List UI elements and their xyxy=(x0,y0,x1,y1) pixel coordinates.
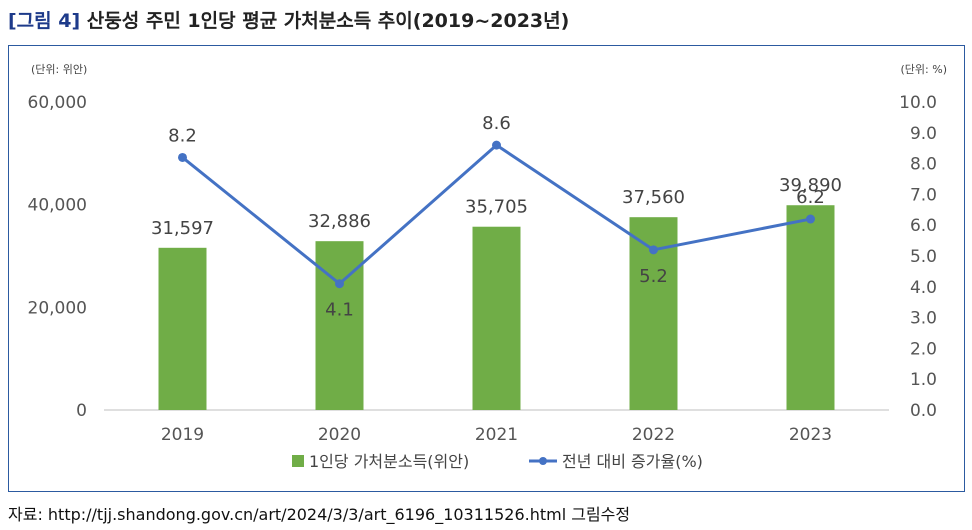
right-tick-label: 7.0 xyxy=(910,185,937,205)
bar-data-label: 32,886 xyxy=(308,211,371,232)
bar-data-label: 31,597 xyxy=(151,218,214,239)
right-tick-label: 2.0 xyxy=(910,339,937,359)
right-tick-label: 1.0 xyxy=(910,370,937,390)
left-tick-label: 40,000 xyxy=(28,196,87,216)
x-tick-label: 2019 xyxy=(161,425,204,445)
left-axis-unit: (단위: 위안) xyxy=(31,63,87,76)
income-chart: (단위: 위안) (단위: %) 0 20,000 40,000 60,000 0.0 1… xyxy=(28,63,947,471)
right-tick-label: 6.0 xyxy=(910,216,937,236)
growth-rate-label: 4.1 xyxy=(325,300,354,321)
growth-rate-point xyxy=(492,140,501,150)
figure-title-text: 산둥성 주민 1인당 평균 가처분소득 추이(2019~2023년) xyxy=(86,10,570,32)
growth-rate-label: 8.6 xyxy=(482,113,511,134)
left-tick-label: 0 xyxy=(76,401,87,421)
left-tick-label: 60,000 xyxy=(28,93,87,113)
source-note: 자료: http://tjj.shandong.gov.cn/art/2024/… xyxy=(8,505,631,524)
figure-label: [그림 4] xyxy=(8,10,81,32)
x-tick-label: 2021 xyxy=(475,425,518,445)
right-tick-label: 0.0 xyxy=(910,401,937,421)
bar-income xyxy=(472,226,521,410)
x-tick-label: 2022 xyxy=(632,425,675,445)
bar-data-label: 37,560 xyxy=(622,187,685,208)
bar-data-label: 35,705 xyxy=(465,197,528,218)
legend-label-line: 전년 대비 증가율(%) xyxy=(562,452,703,471)
bar-data-label: 39,890 xyxy=(779,175,842,196)
right-tick-label: 10.0 xyxy=(899,93,937,113)
right-tick-label: 8.0 xyxy=(910,155,937,175)
growth-rate-label: 5.2 xyxy=(639,266,668,287)
bar-income xyxy=(315,241,364,410)
legend-swatch-marker xyxy=(539,457,547,465)
growth-rate-label: 6.2 xyxy=(796,187,825,208)
x-tick-label: 2023 xyxy=(789,425,832,445)
x-tick-label: 2020 xyxy=(318,425,361,445)
right-tick-label: 9.0 xyxy=(910,124,937,144)
growth-rate-point xyxy=(178,152,187,162)
growth-rate-point xyxy=(649,245,658,255)
bar-income xyxy=(786,205,835,410)
legend-swatch-bar xyxy=(292,455,304,467)
right-tick-label: 4.0 xyxy=(910,278,937,298)
right-tick-label: 5.0 xyxy=(910,247,937,267)
chart-frame: (단위: 위안) (단위: %) 0 20,000 40,000 60,000 0.0 1… xyxy=(8,45,965,492)
growth-rate-point xyxy=(335,279,344,289)
figure-title: [그림 4] 산둥성 주민 1인당 평균 가처분소득 추이(2019~2023년… xyxy=(8,6,569,33)
left-tick-label: 20,000 xyxy=(28,298,87,318)
legend-label-bar: 1인당 가처분소득(위안) xyxy=(309,452,469,471)
growth-rate-label: 8.2 xyxy=(168,125,197,146)
bar-income xyxy=(158,247,207,410)
right-axis-unit: (단위: %) xyxy=(901,63,947,76)
growth-rate-point xyxy=(806,214,815,224)
right-tick-label: 3.0 xyxy=(910,309,937,329)
